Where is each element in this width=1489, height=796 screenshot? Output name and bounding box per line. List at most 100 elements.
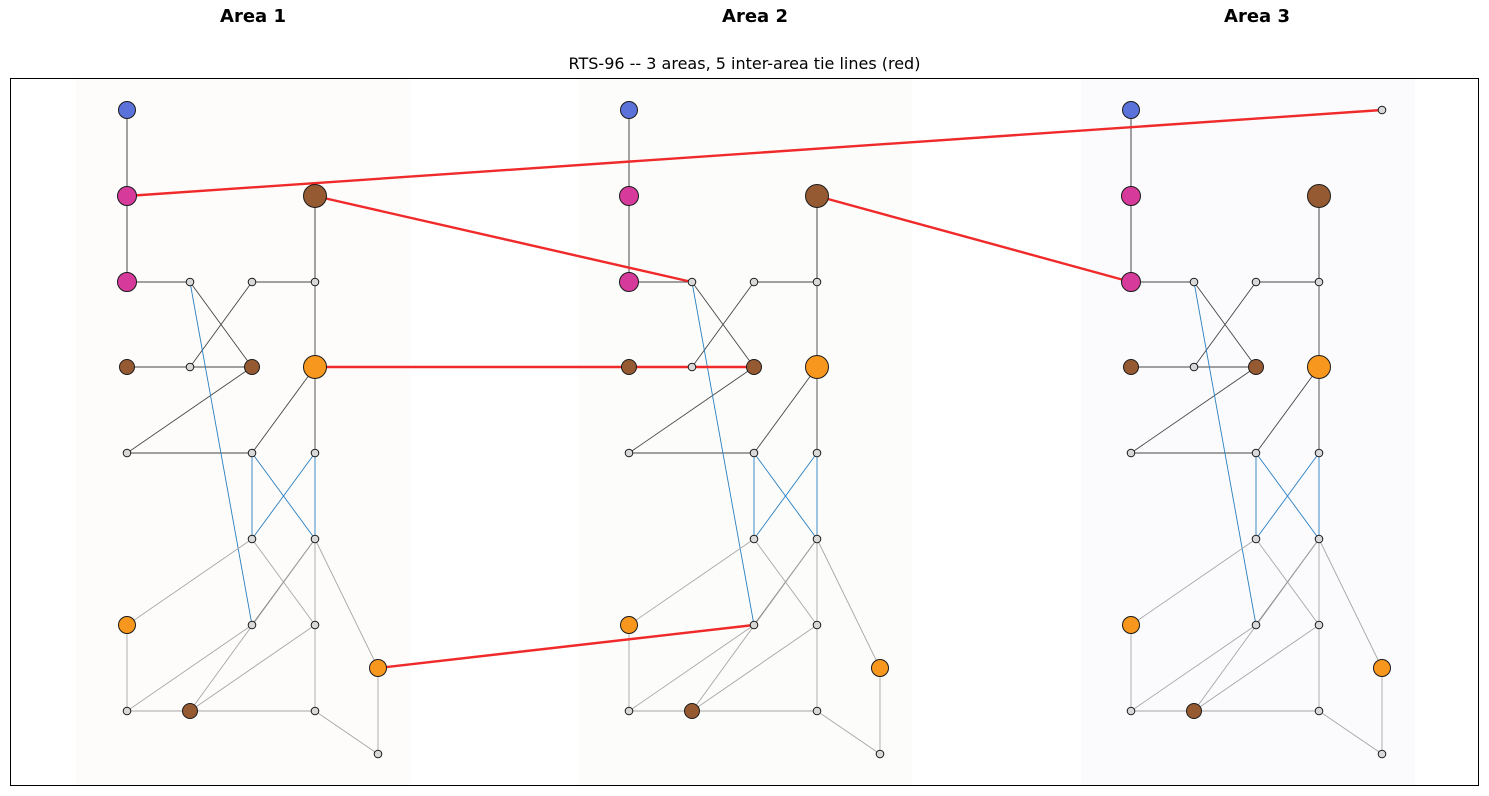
- bus-node-area3-17: [1314, 277, 1324, 287]
- bus-node-area2-23: [805, 355, 829, 379]
- bus-node-area2-16: [749, 277, 759, 287]
- bus-node-area2-7: [620, 616, 638, 634]
- bus-node-area2-5: [749, 448, 759, 458]
- line-area2-12-7: [628, 538, 755, 626]
- bus-node-area1-16: [247, 277, 257, 287]
- bus-node-area1-15: [244, 359, 260, 375]
- bus-node-area1-9: [310, 620, 320, 630]
- bus-node-area3-9: [1314, 620, 1324, 630]
- line-area1-12-7: [126, 538, 253, 626]
- bus-node-area1-13: [303, 184, 327, 208]
- area-1-title: Area 1: [220, 6, 286, 27]
- line-area1-5-23: [251, 366, 316, 454]
- area-3-title: Area 3: [1224, 6, 1290, 27]
- bus-node-area3-22: [1377, 749, 1387, 759]
- tie-line-a1-18-a2-8: [377, 623, 755, 670]
- tie-line-a1-13-a2-24: [314, 194, 693, 284]
- diagram-frame: [10, 78, 1479, 786]
- bus-node-area3-16: [1251, 277, 1261, 287]
- bus-node-area3-23: [1307, 355, 1331, 379]
- bus-node-area1-5: [247, 448, 257, 458]
- line-area3-24-8: [1193, 281, 1257, 626]
- area-2-background: [578, 79, 912, 785]
- bus-node-area3-2: [1121, 186, 1141, 206]
- bus-node-area3-24: [1189, 277, 1199, 287]
- bus-node-area1-24: [185, 277, 195, 287]
- bus-node-area2-6: [624, 448, 634, 458]
- bus-node-area1-11: [310, 534, 320, 544]
- bus-node-area2-1: [620, 101, 638, 119]
- bus-node-area3-13: [1307, 184, 1331, 208]
- line-area3-12-7: [1130, 538, 1257, 626]
- line-area3-15-24: [1193, 281, 1257, 368]
- bus-node-area3-18: [1373, 659, 1391, 677]
- bus-node-area3-4: [1123, 359, 1139, 375]
- bus-node-area1-6: [122, 448, 132, 458]
- bus-node-area2-14: [687, 362, 697, 372]
- area-2-title: Area 2: [722, 6, 788, 27]
- line-area2-24-8: [691, 281, 755, 626]
- line-area3-9-21: [1193, 624, 1320, 712]
- tie-line-a2-13-a3-3: [816, 194, 1132, 284]
- line-area1-24-8: [189, 281, 253, 626]
- line-area1-11-18: [314, 538, 379, 669]
- line-area3-11-18: [1318, 538, 1383, 669]
- bus-node-area2-12: [749, 534, 759, 544]
- line-area1-15-6: [126, 366, 253, 454]
- bus-node-area3-3: [1121, 272, 1141, 292]
- bus-node-area3-21: [1186, 703, 1202, 719]
- bus-node-area1-4: [119, 359, 135, 375]
- bus-node-area3-19: [1126, 706, 1136, 716]
- bus-node-area1-1: [118, 101, 136, 119]
- line-area1-10-12: [251, 452, 316, 540]
- bus-node-area2-8: [749, 620, 759, 630]
- bus-node-area2-9: [812, 620, 822, 630]
- bus-node-area1-20: [310, 706, 320, 716]
- bus-node-area2-21: [684, 703, 700, 719]
- bus-node-area2-15: [746, 359, 762, 375]
- bus-node-area3-11: [1314, 534, 1324, 544]
- bus-node-area1-10: [310, 448, 320, 458]
- bus-node-area3-1: [1122, 101, 1140, 119]
- bus-node-area3-5: [1251, 448, 1261, 458]
- tie-line-a1-2-a3-25: [126, 108, 1383, 198]
- area-1-background: [76, 79, 410, 785]
- bus-node-area3-12: [1251, 534, 1261, 544]
- bus-node-area1-17: [310, 277, 320, 287]
- bus-node-area3-14: [1189, 362, 1199, 372]
- bus-node-area2-17: [812, 277, 822, 287]
- line-area1-9-21: [189, 624, 316, 712]
- line-area2-15-24: [691, 281, 755, 368]
- bus-node-area3-10: [1314, 448, 1324, 458]
- bus-node-area1-21: [182, 703, 198, 719]
- line-area2-11-18: [816, 538, 881, 669]
- bus-node-area2-11: [812, 534, 822, 544]
- line-area2-5-23: [753, 366, 818, 454]
- bus-node-area2-10: [812, 448, 822, 458]
- bus-node-area3-20: [1314, 706, 1324, 716]
- bus-node-area3-15: [1248, 359, 1264, 375]
- bus-node-area1-7: [118, 616, 136, 634]
- bus-node-area3-6: [1126, 448, 1136, 458]
- bus-node-area1-14: [185, 362, 195, 372]
- bus-node-area3-25: [1377, 105, 1387, 115]
- bus-node-area1-2: [117, 186, 137, 206]
- line-area2-10-12: [753, 452, 818, 540]
- bus-node-area2-22: [875, 749, 885, 759]
- line-area3-5-23: [1255, 366, 1320, 454]
- bus-node-area2-19: [624, 706, 634, 716]
- bus-node-area2-4: [621, 359, 637, 375]
- bus-node-area1-18: [369, 659, 387, 677]
- bus-node-area1-3: [117, 272, 137, 292]
- line-area2-8-19: [628, 624, 755, 712]
- line-area3-15-6: [1130, 366, 1257, 454]
- bus-node-area1-19: [122, 706, 132, 716]
- bus-node-area3-7: [1122, 616, 1140, 634]
- diagram-title: RTS-96 -- 3 areas, 5 inter-area tie line…: [568, 54, 921, 73]
- bus-node-area2-24: [687, 277, 697, 287]
- bus-node-area1-8: [247, 620, 257, 630]
- bus-node-area3-8: [1251, 620, 1261, 630]
- line-area3-20-22: [1318, 710, 1383, 755]
- bus-node-area2-2: [619, 186, 639, 206]
